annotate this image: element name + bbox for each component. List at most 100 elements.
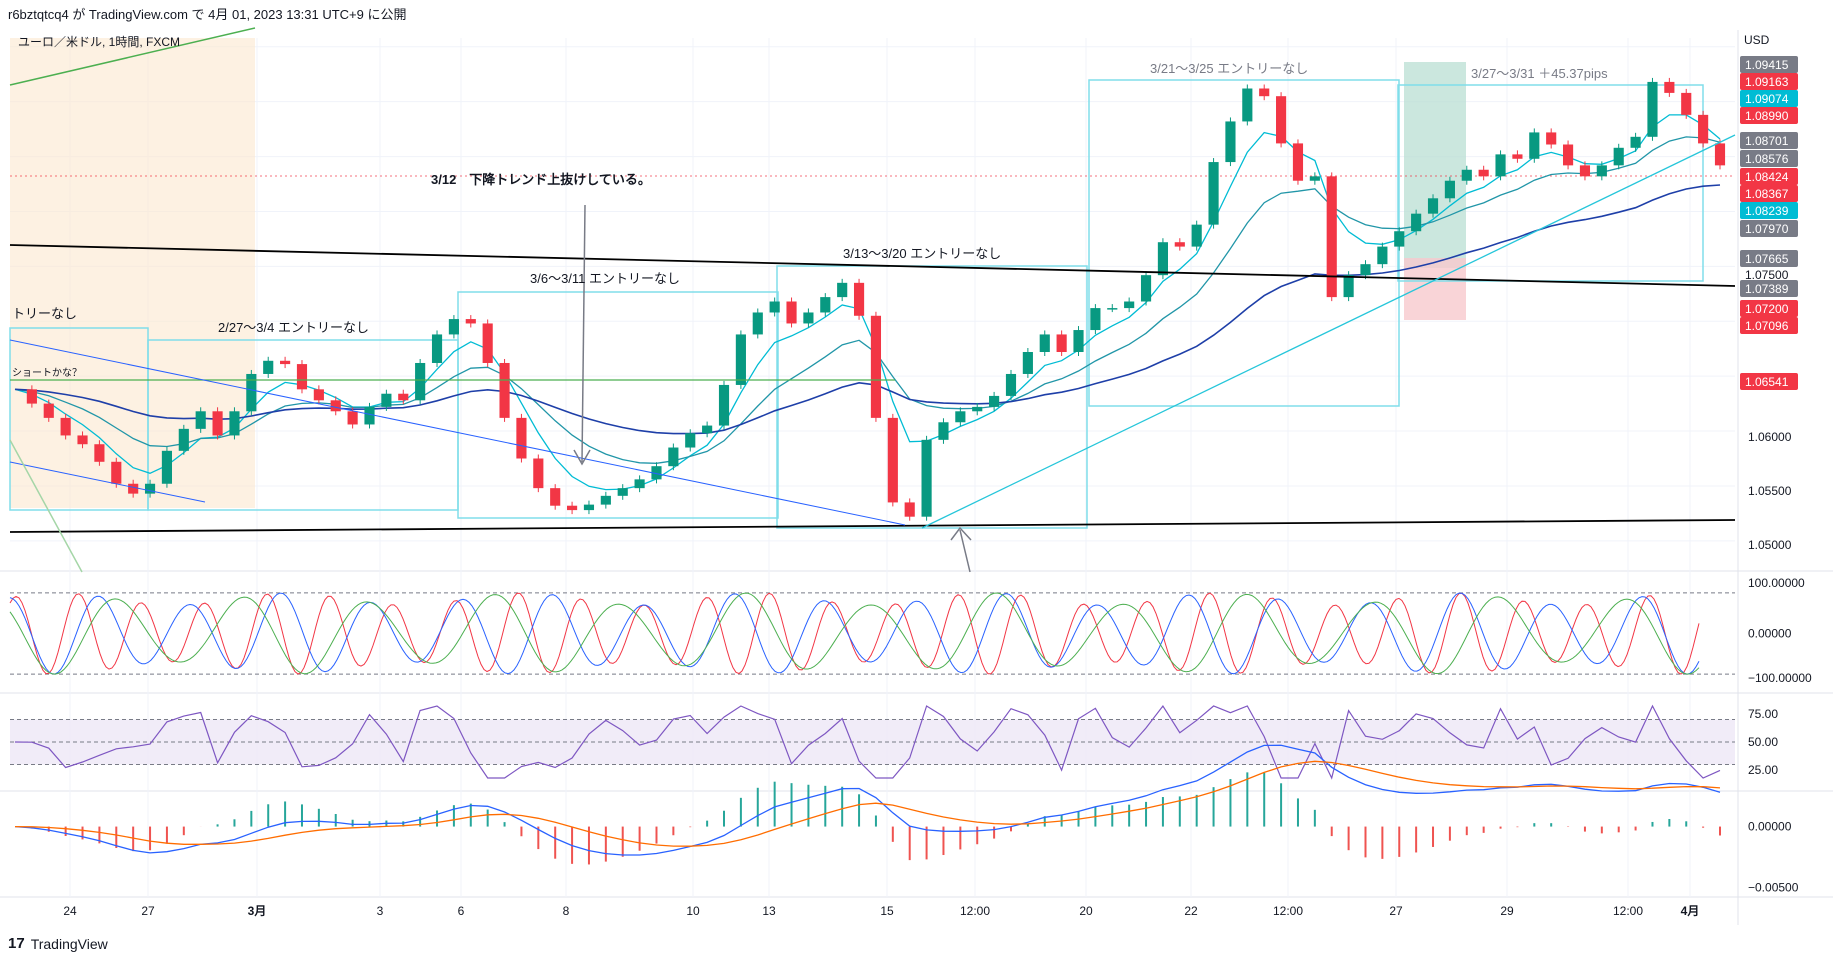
candle-body	[364, 406, 375, 425]
x-tick-label: 27	[1389, 904, 1403, 918]
trendlines	[9, 27, 1736, 573]
candle-body	[803, 312, 814, 324]
annotation-box	[1088, 79, 1400, 407]
price-badge	[1740, 300, 1798, 317]
candle-body	[516, 417, 527, 459]
price-badge-label: 1.08424	[1745, 170, 1789, 184]
trendline	[9, 461, 206, 503]
candle-body	[769, 301, 780, 313]
candle-body	[431, 334, 443, 363]
candle-body	[853, 282, 865, 316]
oscillator-panels	[9, 592, 1735, 865]
price-badge-label: 1.09074	[1745, 92, 1789, 106]
annotations: トリーなし 2/27〜3/4 エントリーなし 3/6〜3/11 エントリーなし 3/1…	[12, 35, 1608, 379]
price-badge	[1740, 373, 1798, 390]
macd-tick-label: −0.00500	[1748, 880, 1799, 894]
arrow-up	[959, 529, 971, 573]
candle-body	[1529, 132, 1540, 159]
rsi-tick-label: 75.00	[1748, 707, 1778, 721]
stoch-line	[9, 592, 1700, 675]
candle-body	[499, 362, 510, 418]
chart-annotation: 3/21〜3/25 エントリーなし	[1150, 61, 1308, 76]
trendline	[9, 27, 256, 86]
candle-body	[651, 466, 662, 480]
candle-body	[1292, 143, 1304, 181]
candle-body	[448, 319, 459, 335]
price-badge	[1740, 280, 1798, 297]
candle-body	[330, 400, 341, 412]
trendline	[921, 134, 1736, 529]
price-badge-label: 1.08701	[1745, 134, 1789, 148]
price-badge	[1740, 56, 1798, 73]
candle-body	[229, 411, 240, 436]
candle-body	[280, 360, 291, 365]
currency-label: USD	[1744, 33, 1770, 47]
price-badge-label: 1.07665	[1745, 252, 1789, 266]
candle-body	[533, 458, 544, 489]
candle-body	[347, 411, 358, 425]
candle-body	[617, 488, 628, 496]
candle-body	[820, 297, 831, 313]
price-badge-label: 1.06541	[1745, 375, 1789, 389]
chart-annotation: 3/13〜3/20 エントリーなし	[843, 246, 1001, 261]
candle-body	[1191, 224, 1202, 247]
price-badge	[1740, 317, 1798, 334]
candle-body	[567, 505, 578, 511]
price-badge-label: 1.07200	[1745, 302, 1789, 316]
macd-line	[14, 744, 1721, 856]
candle-body	[1124, 301, 1135, 309]
candle-body	[668, 447, 679, 467]
macd-line	[14, 760, 1721, 847]
candle-body	[550, 488, 561, 506]
x-tick-label: 4月	[1681, 904, 1700, 918]
trade-profit-zone	[1404, 62, 1466, 268]
candle-body	[144, 483, 156, 494]
candle-body	[786, 301, 797, 324]
stoch-tick-label: −100.00000	[1748, 671, 1812, 685]
shaded-regions	[10, 38, 1735, 508]
candle-body	[1411, 213, 1422, 232]
candle-body	[583, 504, 595, 511]
candle-body	[921, 439, 932, 517]
x-tick-label: 24	[63, 904, 77, 918]
candle-body	[111, 461, 122, 484]
rsi-tick-label: 25.00	[1748, 763, 1778, 777]
price-badge	[1740, 107, 1798, 124]
candle-body	[1343, 275, 1354, 298]
candle-body	[1005, 373, 1017, 396]
candle-body	[938, 422, 949, 440]
candle-body	[1613, 147, 1624, 166]
x-tick-label: 10	[686, 904, 700, 918]
price-tick-label: 1.05000	[1748, 538, 1792, 552]
rsi-tick-label: 50.00	[1748, 735, 1778, 749]
candle-body	[1478, 169, 1489, 177]
price-badge	[1740, 132, 1798, 149]
symbol-label: ユーロ／米ドル, 1時間, FXCM	[18, 35, 180, 49]
price-badge	[1740, 150, 1798, 167]
candle-body	[1377, 246, 1388, 265]
candle-body	[1208, 162, 1219, 225]
chart-annotation: 3/27〜3/31 ＋45.37pips	[1471, 66, 1608, 81]
x-tick-label: 3	[377, 904, 384, 918]
x-tick-label: 6	[458, 904, 465, 918]
candle-body	[870, 315, 882, 418]
candle-body	[1326, 176, 1337, 298]
candle-body	[1022, 352, 1033, 374]
candle-body	[1647, 81, 1658, 137]
macd-tick-label: 0.00000	[1748, 820, 1792, 834]
grid-lines	[0, 30, 1833, 925]
x-tick-label: 12:00	[960, 904, 990, 918]
candle-body	[263, 360, 274, 374]
trendline	[9, 519, 1736, 533]
chart-publisher-header: r6bztqtcq4 が TradingView.com で 4月 01, 20…	[8, 7, 407, 22]
rsi-line	[14, 704, 1721, 780]
candle-body	[415, 362, 426, 401]
candle-body	[1073, 330, 1084, 353]
candle-body	[1512, 154, 1523, 159]
candle-body	[1259, 88, 1270, 97]
price-tick-label: 1.06000	[1748, 430, 1792, 444]
candle-body	[1157, 242, 1168, 276]
candle-body	[1174, 242, 1185, 247]
stoch-line	[9, 592, 1700, 675]
